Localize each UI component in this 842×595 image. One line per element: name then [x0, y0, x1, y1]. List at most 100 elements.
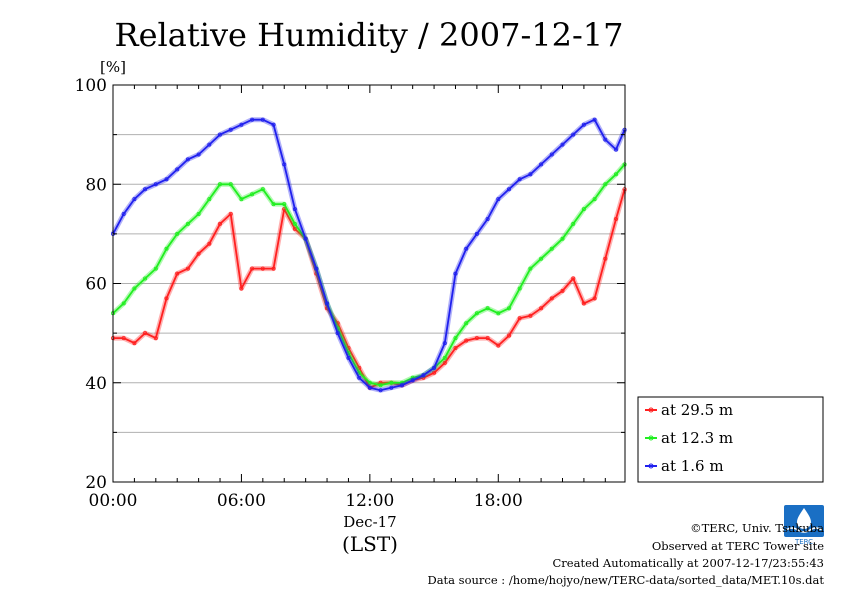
series-band [111, 162, 627, 388]
data-point [324, 301, 329, 306]
data-point [303, 236, 308, 241]
data-point [378, 388, 383, 393]
data-point [132, 286, 137, 291]
data-point [614, 216, 619, 221]
y-tick-label: 20 [85, 473, 107, 493]
data-point [603, 256, 608, 261]
data-point [581, 207, 586, 212]
data-point [399, 383, 404, 388]
data-point [539, 306, 544, 311]
y-axis-unit: [%] [100, 58, 126, 76]
legend-label: at 29.5 m [661, 401, 733, 419]
data-point [485, 306, 490, 311]
credit-line-3: Created Automatically at 2007-12-17/23:5… [553, 556, 825, 570]
data-point [292, 207, 297, 212]
data-point [121, 336, 126, 341]
series-line [112, 118, 626, 392]
legend-label: at 12.3 m [661, 429, 733, 447]
wave-icon [785, 527, 823, 533]
data-point [517, 286, 522, 291]
data-point [549, 296, 554, 301]
data-point [581, 301, 586, 306]
data-point [196, 152, 201, 157]
data-point [271, 202, 276, 207]
data-point [292, 221, 297, 226]
data-point [260, 187, 265, 192]
data-point [496, 311, 501, 316]
y-tick-label: 40 [85, 374, 107, 394]
data-point [164, 246, 169, 251]
data-point [474, 231, 479, 236]
x-date-label: Dec-17 [343, 513, 396, 531]
data-point [175, 167, 180, 172]
chart-title: Relative Humidity / 2007-12-17 [115, 16, 624, 54]
data-point [614, 172, 619, 177]
data-point [560, 236, 565, 241]
data-point [464, 338, 469, 343]
series-2 [110, 117, 627, 393]
data-point [207, 197, 212, 202]
data-point [571, 132, 576, 137]
y-tick-label: 80 [85, 175, 107, 195]
grid-lines [113, 134, 625, 433]
data-point [389, 385, 394, 390]
logo-text: TERC [794, 538, 813, 546]
data-point [282, 202, 287, 207]
data-point [143, 276, 148, 281]
legend-marker [648, 435, 654, 441]
data-point [357, 370, 362, 375]
x-tick-label: 12:00 [345, 491, 394, 511]
data-point [228, 182, 233, 187]
data-point [175, 231, 180, 236]
data-point [560, 142, 565, 147]
data-point [442, 341, 447, 346]
legend-label: at 1.6 m [661, 457, 724, 475]
data-point [442, 360, 447, 365]
terc-logo: TERC [784, 505, 824, 546]
y-axis-ticks: 20 40 60 80 100 [75, 76, 625, 493]
data-point [528, 172, 533, 177]
data-point [357, 375, 362, 380]
data-point [571, 276, 576, 281]
series-1 [111, 162, 627, 388]
data-point [175, 271, 180, 276]
data-point [239, 197, 244, 202]
data-point [517, 177, 522, 182]
data-point [164, 177, 169, 182]
water-drop-icon [797, 508, 811, 529]
data-point [260, 117, 265, 122]
data-point [539, 256, 544, 261]
data-point [517, 316, 522, 321]
credit-line-1: ©TERC, Univ. Tsukuba [690, 521, 824, 535]
data-point [282, 207, 287, 212]
data-point [185, 221, 190, 226]
data-point [496, 343, 501, 348]
data-point [464, 246, 469, 251]
x-tick-label: 00:00 [89, 491, 138, 511]
data-point [560, 288, 565, 293]
data-point [549, 152, 554, 157]
data-point [464, 321, 469, 326]
data-point [367, 385, 372, 390]
data-point [271, 122, 276, 127]
data-point [410, 378, 415, 383]
data-point [592, 296, 597, 301]
x-tick-label: 18:00 [474, 491, 523, 511]
data-point [432, 370, 437, 375]
credit-line-2: Observed at TERC Tower site [652, 539, 824, 553]
legend-marker [648, 463, 654, 469]
data-point [250, 266, 255, 271]
y-tick-label: 60 [85, 275, 107, 295]
data-point [442, 355, 447, 360]
data-point [228, 127, 233, 132]
data-point [335, 331, 340, 336]
data-point [143, 187, 148, 192]
data-point [367, 380, 372, 385]
data-point [453, 271, 458, 276]
data-point [164, 296, 169, 301]
series-0 [111, 187, 628, 391]
data-point [196, 251, 201, 256]
data-point [314, 266, 319, 271]
data-point [121, 301, 126, 306]
